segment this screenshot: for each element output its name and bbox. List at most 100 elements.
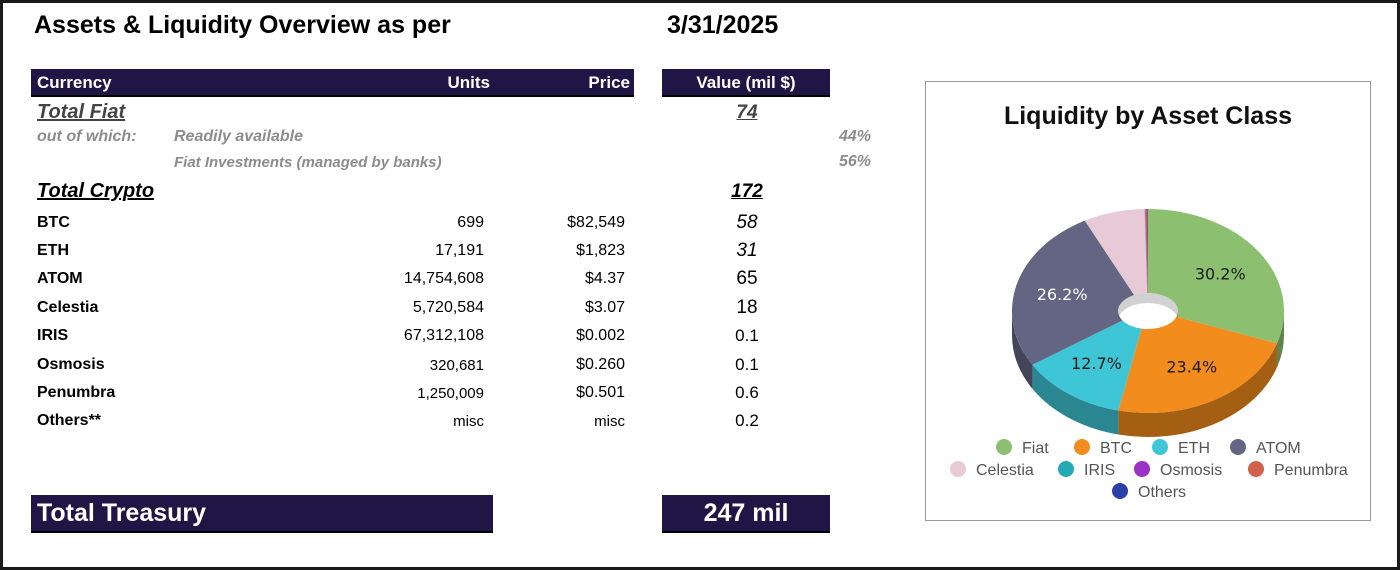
row-units: 5,720,584 [412,299,484,316]
fiat-investments-pct: 56% [838,153,871,170]
total-treasury-label: Total Treasury [37,499,207,527]
pie-label-atom: 26.2% [1037,285,1088,304]
row-price: $1,823 [576,242,625,259]
legend-label: IRIS [1084,462,1116,479]
legend-label: Fiat [1022,440,1049,457]
row-value: 0.6 [735,383,759,402]
row-name: Osmosis [37,356,105,373]
legend-item-others: Others [1112,483,1186,502]
chart-legend: Fiat BTC ETH ATOM Celestia IRIS Osmosis Penumbr… [926,82,1370,520]
legend-label: Celestia [976,462,1034,479]
header-value: Value (mil $) [696,73,796,92]
liquidity-chart: Liquidity by Asset Class 30.2% 23.4% 12.7%… [925,81,1371,521]
row-units: 320,681 [429,357,484,374]
row-value: 58 [736,212,758,233]
legend-label: ATOM [1256,440,1301,457]
legend-dot [1074,439,1090,455]
legend-dot [1230,439,1246,455]
legend-item-penumbra: Penumbra [1248,461,1348,480]
pie-side-atom [1012,311,1033,389]
legend-label: BTC [1100,440,1132,457]
row-price: $82,549 [567,214,625,231]
pie-label-eth: 12.7% [1071,354,1122,373]
pie-slice-osmosis [1144,209,1148,294]
row-name: ATOM [37,270,83,287]
pie-slice-btc [1118,316,1277,413]
row-name: Penumbra [37,384,116,401]
row-price: $3.07 [584,299,625,316]
row-name: IRIS [37,327,69,344]
readily-available-pct: 44% [838,128,871,145]
row-value: 31 [736,240,758,261]
row-price: $4.37 [584,270,625,287]
total-treasury-value-bar: 247 mil [662,495,830,533]
table-header: Currency Units Price [31,69,634,97]
legend-item-osmosis: Osmosis [1134,461,1222,480]
row-units: 1,250,009 [417,385,484,402]
legend-dot [1058,461,1074,477]
header-currency: Currency [37,73,112,92]
legend-label: Others [1138,484,1187,501]
legend-item-atom: ATOM [1230,439,1301,458]
report-date: 3/31/2025 [667,11,779,39]
pie-label-btc: 23.4% [1166,358,1217,377]
legend-dot [1112,483,1128,499]
pie-slice-celestia [1084,209,1148,296]
readily-available-label: Readily available [174,128,303,145]
pie-side-fiat [1276,311,1284,368]
row-price: misc [594,413,625,430]
fiat-investments-label: Fiat Investments (managed by banks) [174,154,442,171]
pie-slices [1012,209,1284,413]
pie-slice-fiat [1148,209,1284,344]
legend-dot [1134,461,1150,477]
pie-slice-eth [1032,320,1142,411]
pie-chart-svg: 30.2% 23.4% 12.7% 26.2% [1012,209,1284,437]
legend-item-btc: BTC [1074,439,1132,458]
total-fiat-label: Total Fiat [37,101,126,123]
pie-label-fiat: 30.2% [1195,265,1246,284]
value-header: Value (mil $) [662,69,830,97]
total-fiat-value: 74 [736,102,758,123]
header-price: Price [588,73,630,92]
pie-slice-iris [1144,209,1148,294]
legend-dot [1152,439,1168,455]
pie-slice-others [1147,209,1148,294]
pie-side-walls [1012,311,1284,437]
header-units: Units [447,73,491,92]
total-crypto-label: Total Crypto [37,180,155,202]
total-treasury-bar: Total Treasury [31,495,493,533]
row-value: 0.2 [735,411,759,430]
legend-label: Osmosis [1160,462,1223,479]
out-of-which-label: out of which: [37,128,137,145]
row-units: 67,312,108 [403,327,484,344]
row-price: $0.002 [576,327,625,344]
chart-title: Liquidity by Asset Class [1003,102,1293,130]
row-name: ETH [37,242,69,259]
row-price: $0.501 [576,384,625,401]
row-value: 65 [736,268,758,289]
report-title: Assets & Liquidity Overview as per [34,11,451,39]
pie-side-eth [1032,364,1119,435]
legend-item-iris: IRIS [1058,461,1115,480]
total-treasury-value: 247 mil [703,499,789,527]
legend-dot [1248,461,1264,477]
legend-item-fiat: Fiat [996,439,1049,458]
row-units: 699 [457,214,484,231]
legend-dot [996,439,1012,455]
row-name: BTC [37,214,70,231]
legend-item-eth: ETH [1152,439,1210,458]
row-value: 0.1 [735,326,759,345]
total-crypto-value: 172 [731,181,763,202]
row-units: misc [453,413,484,430]
pie-side-btc [1118,343,1277,437]
row-value: 18 [736,297,758,318]
row-units: 17,191 [435,242,484,259]
legend-label: Penumbra [1274,462,1348,479]
legend-label: ETH [1178,440,1210,457]
pie-hole-wall [1118,293,1178,321]
row-price: $0.260 [576,356,625,373]
row-value: 0.1 [735,355,759,374]
pie-labels: 30.2% 23.4% 12.7% 26.2% [1037,265,1246,377]
legend-item-celestia: Celestia [950,461,1034,480]
